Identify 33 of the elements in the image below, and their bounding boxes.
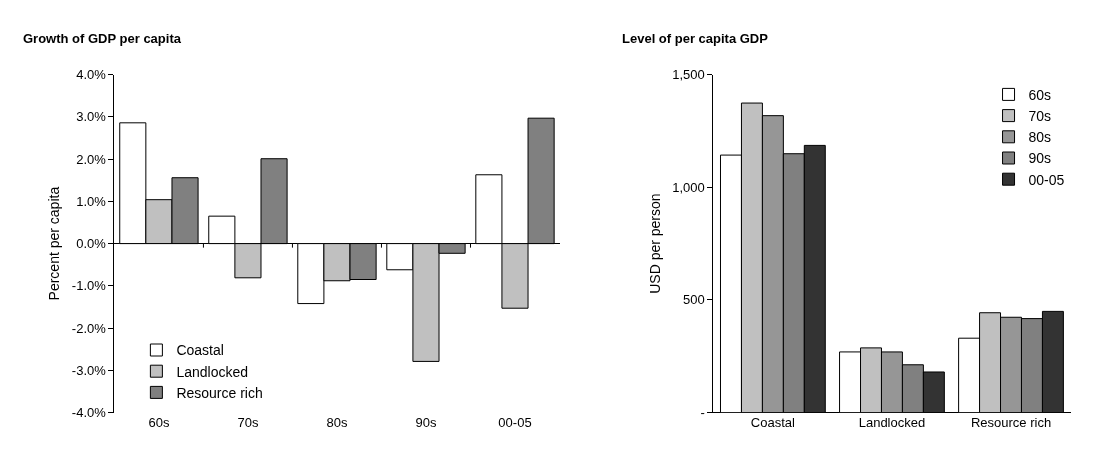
legend-label: Landlocked <box>176 363 249 380</box>
x-tick-label: 80s <box>326 414 348 430</box>
x-tick-label: Landlocked <box>858 414 926 430</box>
y-tick-label: 500 <box>683 292 705 308</box>
y-tick-label: 1,500 <box>672 67 705 83</box>
y-tick-label: 1.0% <box>76 193 107 209</box>
y-tick-label: 0.0% <box>76 236 107 252</box>
x-tick-label: Resource rich <box>970 414 1052 430</box>
legend-label: 80s <box>1028 129 1052 146</box>
y-tick-label: -3.0% <box>71 362 107 378</box>
y-tick-label: -1.0% <box>71 278 107 294</box>
legend-label: 90s <box>1028 150 1052 167</box>
y-tick-label: 4.0% <box>76 67 107 83</box>
y-axis-title: Percent per capita <box>46 186 63 301</box>
y-tick-label: 3.0% <box>76 109 107 125</box>
x-tick-label: 00-05 <box>498 414 532 430</box>
chart-title: Level of per capita GDP <box>622 31 769 46</box>
y-tick-label: -2.0% <box>71 320 107 336</box>
legend-label: 70s <box>1028 108 1052 125</box>
x-tick-label: 60s <box>148 414 170 430</box>
x-tick-label: Coastal <box>750 414 796 430</box>
y-tick-label: 2.0% <box>76 151 107 167</box>
y-tick-label: 1,000 <box>672 179 705 195</box>
y-tick-label: - <box>700 405 705 421</box>
legend-label: Coastal <box>176 342 224 359</box>
legend-label: 00-05 <box>1028 171 1065 188</box>
x-tick-label: 90s <box>415 414 437 430</box>
chart-title: Growth of GDP per capita <box>23 31 182 46</box>
legend-label: Resource rich <box>176 384 263 401</box>
x-tick-label: 70s <box>237 414 259 430</box>
y-tick-label: -4.0% <box>71 405 107 421</box>
legend-label: 60s <box>1028 86 1052 103</box>
y-axis-title: USD per person <box>646 193 663 294</box>
